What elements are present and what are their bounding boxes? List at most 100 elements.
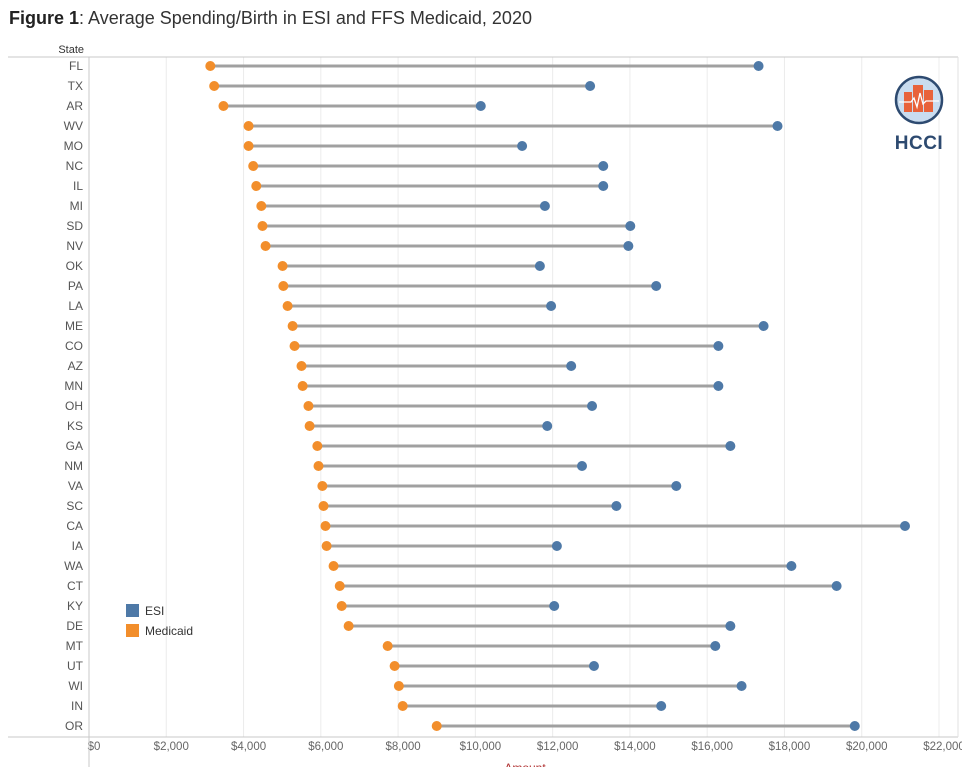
y-axis-title: State (58, 44, 84, 56)
medicaid-point (317, 481, 328, 491)
medicaid-point (257, 221, 268, 231)
x-tick-label: $20,000 (846, 741, 888, 753)
hcci-logo-icon (894, 75, 944, 125)
esi-point (542, 421, 553, 431)
medicaid-point (328, 561, 339, 571)
x-tick-label: $18,000 (769, 741, 811, 753)
esi-point (566, 361, 577, 371)
state-label: DE (66, 619, 83, 633)
state-label: AZ (68, 359, 83, 373)
medicaid-point (313, 461, 324, 471)
medicaid-point (304, 421, 315, 431)
x-tick-label: $4,000 (231, 741, 266, 753)
medicaid-point (282, 301, 293, 311)
state-label: WI (68, 679, 83, 693)
esi-point (625, 221, 636, 231)
x-tick-label: $6,000 (308, 741, 343, 753)
medicaid-point (397, 701, 408, 711)
esi-point (546, 301, 557, 311)
state-label: MI (70, 199, 83, 213)
medicaid-point (256, 201, 267, 211)
medicaid-point (278, 281, 289, 291)
logo-text: HCCI (894, 133, 944, 154)
esi-point (585, 81, 596, 91)
title-text: : Average Spending/Birth in ESI and FFS … (79, 8, 532, 28)
medicaid-point (343, 621, 354, 631)
esi-point (517, 141, 528, 151)
esi-point (598, 181, 609, 191)
esi-point (671, 481, 682, 491)
medicaid-point (312, 441, 323, 451)
medicaid-point (320, 521, 331, 531)
medicaid-point (296, 361, 307, 371)
medicaid-point (248, 161, 259, 171)
x-tick-label: $16,000 (691, 741, 733, 753)
esi-point (611, 501, 622, 511)
esi-point (598, 161, 609, 171)
medicaid-point (382, 641, 393, 651)
esi-point (588, 661, 599, 671)
medicaid-point (318, 501, 329, 511)
state-label: NC (66, 159, 84, 173)
x-tick-label: $2,000 (154, 741, 189, 753)
medicaid-point (209, 81, 220, 91)
state-label: LA (68, 299, 83, 313)
state-label: WV (64, 119, 83, 133)
state-label: IA (72, 539, 83, 553)
medicaid-point (321, 541, 332, 551)
x-tick-label: $22,000 (923, 741, 962, 753)
esi-point (656, 701, 667, 711)
x-axis-title: Amount (504, 761, 546, 767)
medicaid-point (303, 401, 314, 411)
state-label: MT (66, 639, 84, 653)
state-label: IL (73, 179, 83, 193)
medicaid-point (277, 261, 288, 271)
esi-point (736, 681, 747, 691)
legend-label-medicaid: Medicaid (145, 624, 193, 638)
figure-label: Figure 1 (9, 8, 80, 28)
state-label: AR (66, 99, 83, 113)
state-label: CT (67, 579, 84, 593)
state-label: OK (66, 259, 83, 273)
legend-label-esi: ESI (145, 604, 164, 618)
medicaid-point (243, 141, 254, 151)
medicaid-point (218, 101, 229, 111)
hcci-logo: HCCI (893, 74, 945, 155)
esi-point (539, 201, 550, 211)
state-label: CA (66, 519, 83, 533)
esi-point (725, 621, 736, 631)
medicaid-point (389, 661, 400, 671)
medicaid-point (289, 341, 300, 351)
x-tick-label: $0 (88, 741, 101, 753)
esi-point (623, 241, 634, 251)
esi-point (577, 461, 587, 471)
esi-point (475, 101, 486, 111)
legend-swatch-medicaid (126, 624, 139, 637)
medicaid-point (336, 601, 347, 611)
x-tick-label: $12,000 (537, 741, 579, 753)
state-label: OR (65, 719, 83, 733)
medicaid-point (334, 581, 345, 591)
state-label: FL (69, 59, 83, 73)
chart-title: Figure 1: Average Spending/Birth in ESI … (9, 8, 532, 29)
state-label: KS (67, 419, 83, 433)
state-label: SC (66, 499, 83, 513)
x-tick-label: $14,000 (614, 741, 656, 753)
esi-point (713, 381, 724, 391)
esi-point (549, 601, 560, 611)
esi-point (831, 581, 842, 591)
state-label: IN (71, 699, 83, 713)
esi-point (587, 401, 598, 411)
state-label: GA (66, 439, 83, 453)
esi-point (786, 561, 797, 571)
medicaid-point (297, 381, 308, 391)
esi-point (900, 521, 910, 531)
state-label: OH (65, 399, 83, 413)
state-label: CO (65, 339, 83, 353)
x-tick-label: $8,000 (385, 741, 420, 753)
esi-point (753, 61, 764, 71)
state-label: MN (64, 379, 83, 393)
medicaid-point (287, 321, 298, 331)
state-label: NV (66, 239, 83, 253)
state-label: VA (68, 479, 83, 493)
